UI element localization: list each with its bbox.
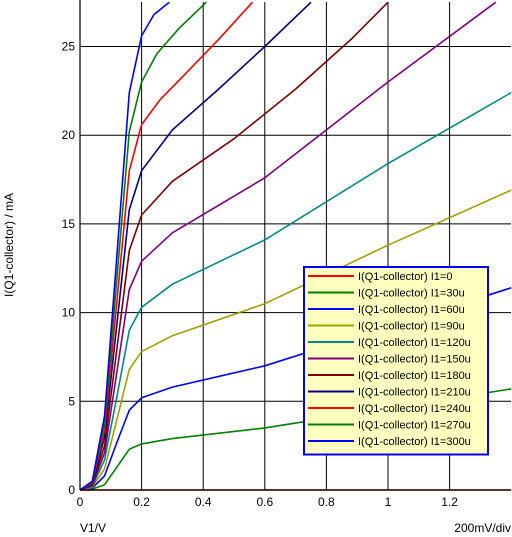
y-tick-label: 5 [68, 394, 75, 408]
y-tick-label: 10 [62, 306, 76, 320]
legend-entry: I(Q1-collector) I1=150u [358, 354, 471, 366]
series-line-7 [79, 1, 312, 491]
y-tick-label: 15 [62, 217, 76, 231]
legend-entry: I(Q1-collector) I1=180u [358, 370, 471, 382]
x-tick-label: 0.2 [133, 495, 150, 509]
plot-frame [79, 0, 511, 491]
legend-entry: I(Q1-collector) I1=60u [358, 304, 465, 316]
legend-entry: I(Q1-collector) I1=0 [358, 271, 452, 283]
series-line-6 [79, 1, 389, 491]
legend-entry: I(Q1-collector) I1=240u [358, 403, 471, 415]
x-tick-label: 0 [77, 495, 84, 509]
legend: I(Q1-collector) I1=0 I(Q1-collector) I1=3… [303, 266, 489, 456]
y-axis-label: I(Q1-collector) / mA [2, 193, 16, 297]
legend-entry: I(Q1-collector) I1=120u [358, 337, 471, 349]
y-tick-label: 20 [62, 128, 76, 142]
x-tick-label: 0.6 [256, 495, 273, 509]
series-line-8 [79, 1, 254, 491]
legend-entry: I(Q1-collector) I1=300u [358, 436, 471, 448]
y-tick-label: 25 [62, 40, 76, 54]
series-line-4 [79, 91, 512, 491]
series-line-10 [79, 1, 170, 491]
series-line-9 [79, 1, 207, 491]
legend-entry: I(Q1-collector) I1=210u [358, 387, 471, 399]
x-tick-label: 1.2 [441, 495, 458, 509]
x-scale-note: 200mV/div [454, 521, 511, 535]
legend-entry: I(Q1-collector) I1=270u [358, 420, 471, 432]
legend-entry: I(Q1-collector) I1=30u [358, 288, 465, 300]
y-tick-labels: 0 5 10 15 20 25 [62, 40, 76, 498]
legend-box [303, 266, 489, 456]
legend-entry: I(Q1-collector) I1=90u [358, 321, 465, 333]
x-axis-label: V1/V [80, 521, 106, 535]
x-tick-label: 0.8 [318, 495, 335, 509]
series-line-5 [79, 1, 497, 491]
x-tick-label: 0.4 [195, 495, 212, 509]
x-tick-labels: 0 0.2 0.4 0.6 0.8 1 1.2 [77, 495, 459, 509]
x-tick-label: 1 [385, 495, 392, 509]
y-tick-label: 0 [68, 483, 75, 497]
